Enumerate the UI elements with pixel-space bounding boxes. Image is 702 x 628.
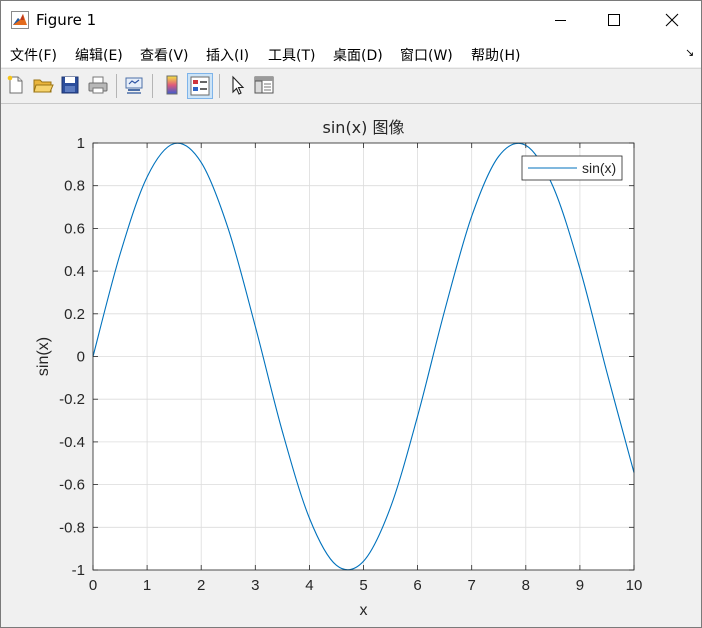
x-tick-label: 2 [197, 577, 205, 594]
y-tick-label: 0.8 [64, 178, 85, 195]
minimize-icon [555, 20, 566, 21]
x-tick-label: 0 [89, 577, 97, 594]
x-tick-label: 6 [413, 577, 421, 594]
y-tick-label: 0.2 [64, 306, 85, 323]
legend-button[interactable] [187, 73, 213, 99]
minimize-button[interactable] [531, 1, 589, 39]
matlab-logo-icon [11, 11, 29, 29]
sine-line-chart[interactable]: 0 1 2 3 4 5 6 7 8 9 10 -1 -0.8 -0.6 -0.4 -0.2 0 0.2 0.4 0.… [1, 104, 701, 627]
menu-edit[interactable]: 编辑(E) [75, 48, 123, 64]
y-axis-label: sin(x) [35, 337, 52, 376]
close-icon [665, 13, 679, 27]
y-tick-label: -0.8 [59, 519, 85, 536]
save-icon[interactable] [59, 74, 81, 96]
pointer-icon[interactable] [226, 74, 248, 96]
menu-insert[interactable]: 插入(I) [206, 48, 250, 64]
y-tick-label: 0.6 [64, 220, 85, 237]
x-tick-label: 7 [468, 577, 476, 594]
legend-label: sin(x) [582, 160, 616, 176]
toolbar-separator [152, 74, 153, 98]
toolbar [1, 68, 701, 104]
y-tick-label: -0.6 [59, 477, 85, 494]
x-tick-label: 8 [522, 577, 530, 594]
menu-help[interactable]: 帮助(H) [471, 48, 521, 64]
toolbar-separator [116, 74, 117, 98]
legend[interactable]: sin(x) [521, 155, 623, 181]
x-tick-label: 1 [143, 577, 151, 594]
title-bar[interactable]: Figure 1 [1, 1, 701, 39]
window-title: Figure 1 [36, 11, 97, 29]
x-tick-label: 3 [251, 577, 259, 594]
legend-icon [190, 76, 210, 96]
y-tick-label: -0.2 [59, 391, 85, 408]
x-axis-label: x [360, 602, 368, 619]
toolbar-separator [219, 74, 220, 98]
y-tick-label: 0 [77, 349, 85, 366]
menu-window[interactable]: 窗口(W) [400, 48, 453, 64]
chart-title: sin(x) 图像 [323, 118, 405, 137]
menu-bar: 文件(F) 编辑(E) 查看(V) 插入(I) 工具(T) 桌面(D) 窗口(W… [1, 39, 701, 67]
x-tick-label: 5 [359, 577, 367, 594]
close-button[interactable] [643, 1, 701, 39]
figure-canvas: 0 1 2 3 4 5 6 7 8 9 10 -1 -0.8 -0.6 -0.4 -0.2 0 0.2 0.4 0.… [1, 104, 701, 627]
y-tick-label: -0.4 [59, 434, 85, 451]
maximize-icon [608, 14, 620, 26]
menu-desktop[interactable]: 桌面(D) [333, 48, 383, 64]
property-inspector-icon[interactable] [253, 74, 275, 96]
menu-tools[interactable]: 工具(T) [268, 48, 316, 64]
x-tick-label: 4 [305, 577, 313, 594]
open-file-icon[interactable] [32, 74, 54, 96]
y-tick-label: -1 [72, 562, 85, 579]
colorbar-icon[interactable] [161, 74, 183, 96]
link-plot-icon[interactable] [123, 74, 145, 96]
y-tick-label: 0.4 [64, 263, 85, 280]
maximize-button[interactable] [585, 1, 643, 39]
new-figure-icon[interactable] [5, 74, 27, 96]
menu-overflow-icon[interactable]: ↘ [685, 46, 695, 59]
print-icon[interactable] [87, 74, 109, 96]
x-tick-label: 10 [626, 577, 643, 594]
y-tick-label: 1 [77, 135, 85, 152]
menu-file[interactable]: 文件(F) [10, 48, 57, 64]
sin-series-line [92, 142, 635, 571]
x-tick-label: 9 [576, 577, 584, 594]
menu-view[interactable]: 查看(V) [140, 48, 189, 64]
